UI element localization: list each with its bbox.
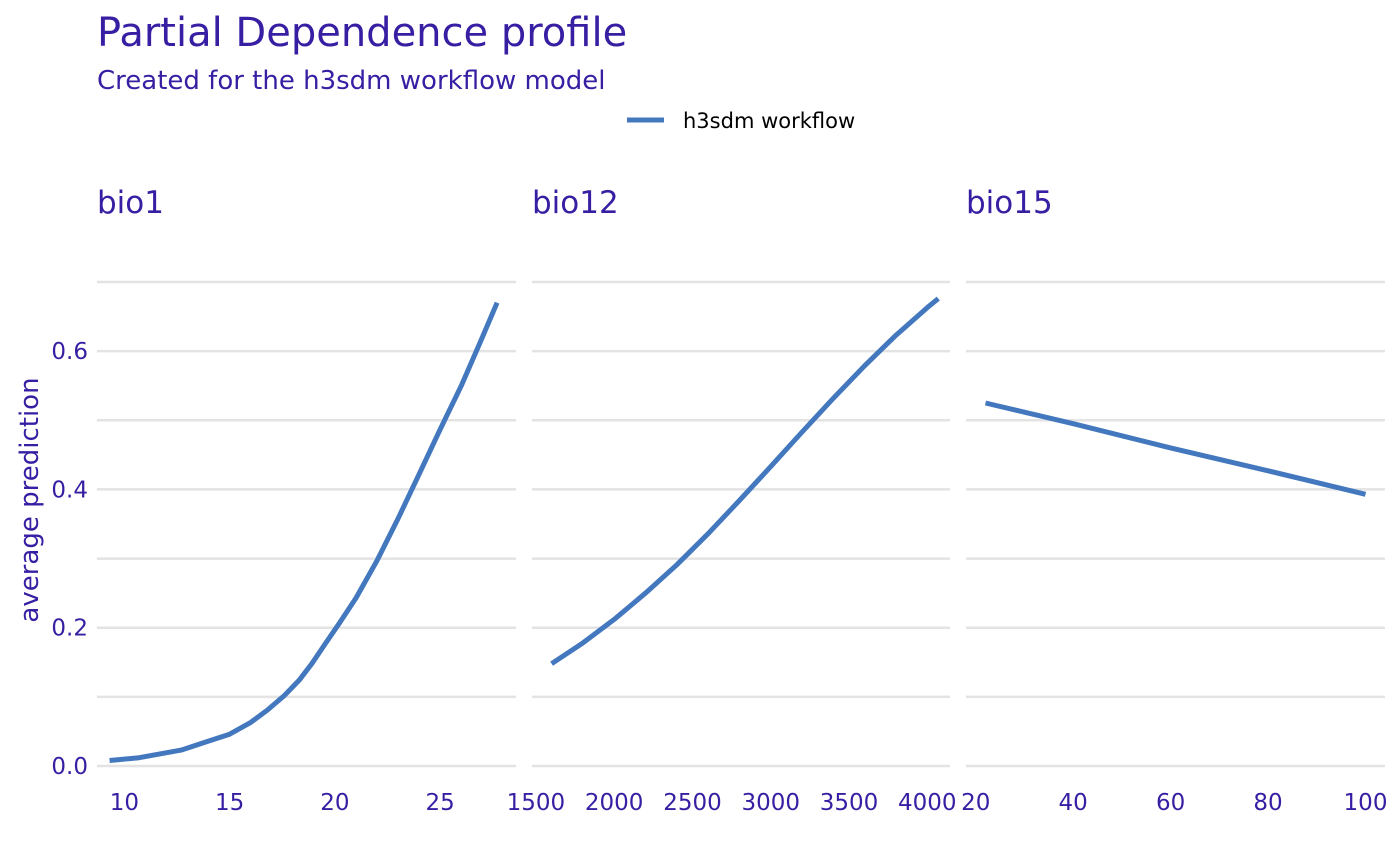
panel-bio1: bio1 10 15 20 25: [97, 185, 516, 816]
panel-title: bio15: [966, 185, 1053, 221]
x-tick-label: 2000: [585, 790, 644, 816]
x-tick-label: 3000: [741, 790, 800, 816]
series-line-bio1: [109, 301, 500, 763]
y-axis-label: average prediction: [15, 377, 45, 622]
panel-bio15: bio15 20 40 60 80 100: [961, 185, 1387, 816]
x-tick-label: 4000: [898, 790, 957, 816]
legend: h3sdm workflow: [627, 109, 855, 133]
x-tick-label: 40: [1059, 790, 1088, 816]
panel-title: bio1: [97, 185, 164, 221]
y-tick-label: 0.4: [51, 477, 88, 503]
y-tick-label: 0.6: [51, 339, 88, 365]
series-line-bio15: [984, 400, 1367, 497]
x-tick-label: 2500: [663, 790, 722, 816]
chart-subtitle: Created for the h3sdm workflow model: [97, 66, 606, 96]
y-tick-label: 0.2: [51, 616, 88, 642]
x-tick-label: 3500: [820, 790, 879, 816]
legend-label-h3sdm-workflow: h3sdm workflow: [683, 109, 855, 133]
chart-title: Partial Dependence profile: [97, 10, 628, 56]
x-tick-label: 20: [320, 790, 349, 816]
panel-bio12: bio12 1500 2000 2500 3000 3500 4000: [507, 185, 957, 816]
x-tick-label: 10: [110, 790, 139, 816]
y-tick-label: 0.0: [51, 754, 88, 780]
x-tick-label: 100: [1344, 790, 1388, 816]
panel-title: bio12: [532, 185, 619, 221]
x-tick-label: 20: [961, 790, 990, 816]
x-tick-label: 60: [1156, 790, 1185, 816]
series-line-bio12: [550, 296, 940, 666]
x-tick-label: 1500: [507, 790, 566, 816]
panels: 0.0 0.2 0.4 0.6 bio1 10 15 20 25 bio12 1500 2000 250…: [51, 185, 1387, 816]
x-tick-label: 15: [215, 790, 244, 816]
x-tick-label: 80: [1253, 790, 1282, 816]
x-tick-label: 25: [426, 790, 455, 816]
